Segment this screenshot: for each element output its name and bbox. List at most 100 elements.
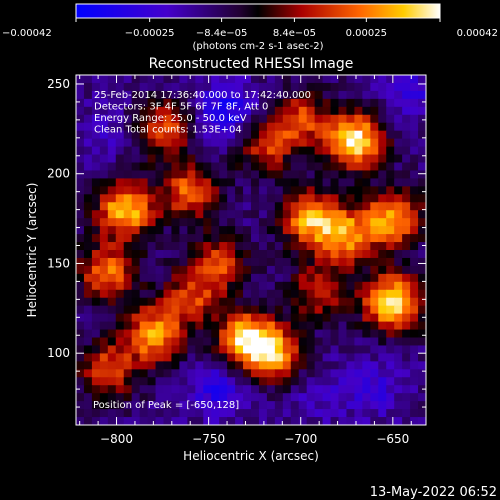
heatmap-cell xyxy=(394,337,403,347)
heatmap-cell xyxy=(83,377,93,386)
heatmap-cell xyxy=(266,281,276,291)
heatmap-cell xyxy=(370,369,379,378)
heatmap-cell xyxy=(155,218,165,227)
heatmap-cell xyxy=(298,329,308,339)
heatmap-cell xyxy=(370,170,379,180)
heatmap-cell xyxy=(251,353,260,362)
heatmap-cell xyxy=(123,138,133,148)
heatmap-cell xyxy=(306,321,316,331)
heatmap-cell xyxy=(306,345,316,355)
heatmap-cell xyxy=(195,146,204,156)
heatmap-cell xyxy=(394,369,403,378)
heatmap-cell xyxy=(155,114,165,124)
heatmap-cell xyxy=(99,377,109,386)
heatmap-cell xyxy=(171,226,181,235)
heatmap-cell xyxy=(362,178,371,187)
heatmap-cell xyxy=(322,194,332,203)
heatmap-cell xyxy=(330,361,340,370)
heatmap-cell xyxy=(346,297,356,307)
heatmap-cell xyxy=(211,250,220,259)
heatmap-cell xyxy=(76,242,85,251)
heatmap-cell xyxy=(274,377,284,386)
heatmap-cell xyxy=(171,385,181,394)
heatmap-cell xyxy=(314,242,324,251)
heatmap-cell xyxy=(378,281,387,291)
heatmap-cell xyxy=(163,321,173,331)
heatmap-cell xyxy=(378,82,387,92)
heatmap-cell xyxy=(115,345,125,355)
heatmap-cell xyxy=(123,242,133,251)
heatmap-cell xyxy=(123,417,133,425)
heatmap-cell xyxy=(99,75,109,84)
heatmap-cell xyxy=(115,250,125,259)
heatmap-cell xyxy=(147,305,157,315)
heatmap-cell xyxy=(394,417,403,425)
heatmap-cell xyxy=(107,226,117,235)
heatmap-cell xyxy=(123,265,133,275)
heatmap-cell xyxy=(179,345,188,355)
heatmap-cell xyxy=(243,305,252,315)
heatmap-cell xyxy=(282,257,292,267)
heatmap-cell xyxy=(386,369,395,378)
heatmap-cell xyxy=(251,138,260,148)
colorbar-tick-label: 0.00025 xyxy=(346,28,387,39)
heatmap-cell xyxy=(290,90,300,100)
heatmap-cell xyxy=(235,250,244,259)
heatmap-cell xyxy=(235,369,244,378)
heatmap-cell xyxy=(163,369,173,378)
heatmap-cell xyxy=(203,186,212,195)
heatmap-cell xyxy=(131,273,141,283)
heatmap-cell xyxy=(76,186,85,195)
heatmap-cell xyxy=(147,369,157,378)
heatmap-cell xyxy=(370,337,379,347)
heatmap-cell xyxy=(402,210,411,219)
heatmap-cell xyxy=(131,345,141,355)
heatmap-cell xyxy=(211,273,220,283)
heatmap-cell xyxy=(91,154,101,164)
heatmap-cell xyxy=(187,393,196,402)
heatmap-cell xyxy=(338,114,348,124)
heatmap-cell xyxy=(410,305,419,315)
heatmap-cell xyxy=(147,242,157,251)
heatmap-cell xyxy=(266,130,276,140)
heatmap-cell xyxy=(378,210,387,219)
heatmap-cell xyxy=(195,289,204,299)
heatmap-cell xyxy=(251,361,260,370)
heatmap-cell xyxy=(99,170,109,180)
heatmap-cell xyxy=(274,385,284,394)
heatmap-cell xyxy=(346,210,356,219)
heatmap-cell xyxy=(91,226,101,235)
heatmap-cell xyxy=(203,329,212,339)
heatmap-cell xyxy=(298,401,308,410)
heatmap-cell xyxy=(115,194,125,203)
heatmap-cell xyxy=(83,273,93,283)
heatmap-cell xyxy=(402,75,411,84)
heatmap-cell xyxy=(131,186,141,195)
y-tick-label: 250 xyxy=(47,77,70,91)
heatmap-cell xyxy=(107,154,117,164)
heatmap-cell xyxy=(258,162,268,172)
heatmap-cell xyxy=(147,154,157,164)
heatmap-cell xyxy=(306,313,316,323)
heatmap-cell xyxy=(251,377,260,386)
heatmap-cell xyxy=(274,210,284,219)
heatmap-cell xyxy=(211,138,220,148)
heatmap-cell xyxy=(83,178,93,187)
heatmap-cell xyxy=(219,218,228,227)
heatmap-cell xyxy=(91,393,101,402)
heatmap-cell xyxy=(195,98,204,108)
heatmap-cell xyxy=(410,297,419,307)
heatmap-cell xyxy=(243,321,252,331)
heatmap-cell xyxy=(410,289,419,299)
heatmap-cell xyxy=(402,321,411,331)
heatmap-cell xyxy=(195,265,204,275)
heatmap-cell xyxy=(83,313,93,323)
heatmap-cell xyxy=(235,178,244,187)
heatmap-cell xyxy=(362,377,371,386)
heatmap-cell xyxy=(266,114,276,124)
heatmap-cell xyxy=(418,250,426,259)
heatmap-cell xyxy=(243,289,252,299)
heatmap-cell xyxy=(171,90,181,100)
heatmap-cell xyxy=(362,305,371,315)
heatmap-cell xyxy=(91,82,101,92)
